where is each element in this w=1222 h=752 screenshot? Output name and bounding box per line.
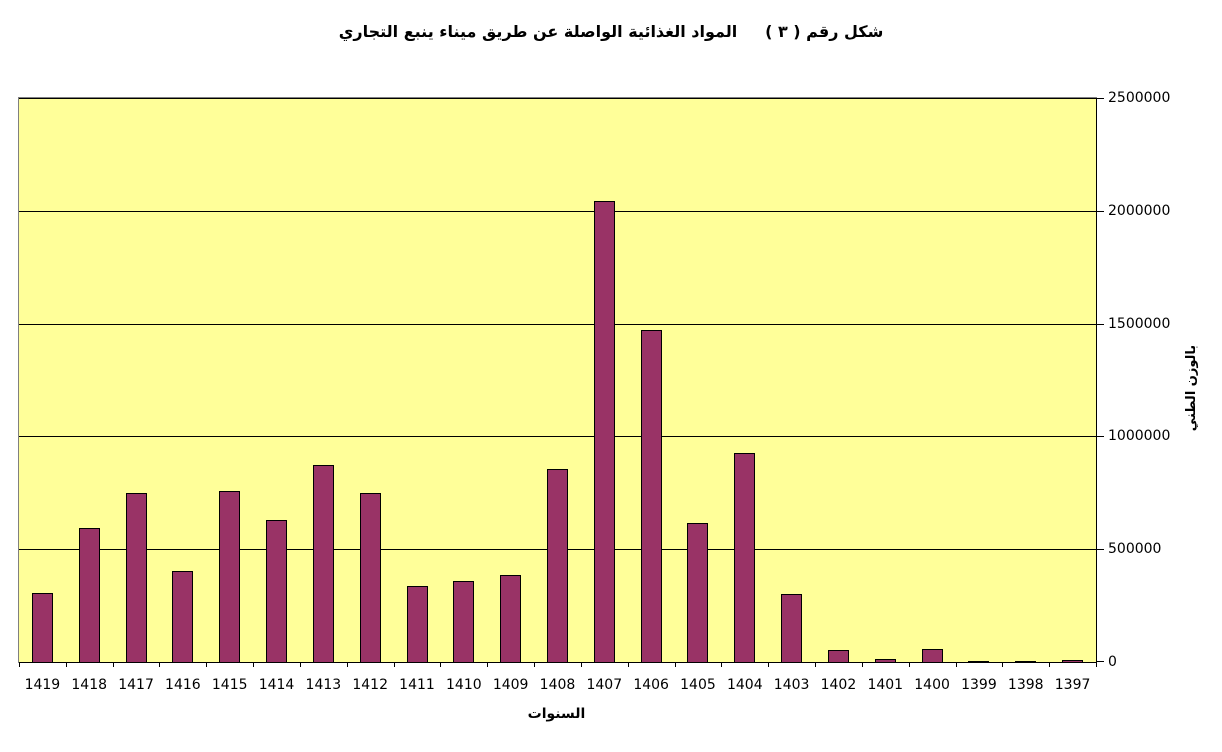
x-tick-mark — [394, 662, 395, 667]
gridline — [19, 323, 1096, 325]
y-tick-mark — [1097, 98, 1104, 99]
x-tick-mark — [300, 662, 301, 667]
gridline — [19, 436, 1096, 438]
x-tick-label: 1413 — [305, 677, 342, 693]
x-tick-mark — [862, 662, 863, 667]
y-tick-mark — [1097, 661, 1104, 662]
y-tick-label: 2500000 — [1108, 90, 1171, 106]
x-tick-mark — [909, 662, 910, 667]
gridline — [19, 210, 1096, 212]
x-tick-label: 1417 — [118, 677, 154, 693]
gridline — [19, 98, 1096, 99]
x-tick-mark — [956, 662, 957, 667]
y-tick-mark — [1097, 323, 1104, 325]
x-tick-mark — [581, 662, 582, 667]
x-tick-mark — [66, 662, 67, 667]
y-tick-label: 2000000 — [1108, 202, 1171, 219]
x-tick-mark — [1049, 662, 1050, 667]
bar-1412 — [359, 493, 381, 662]
x-tick-label: 1400 — [914, 677, 950, 693]
x-tick-mark — [113, 662, 114, 667]
x-tick-mark — [159, 662, 160, 667]
y-tick-label: 500000 — [1108, 541, 1162, 558]
x-tick-mark — [534, 662, 535, 667]
x-tick-mark — [253, 662, 254, 667]
x-tick-label: 1407 — [586, 677, 623, 693]
y-tick-mark — [1097, 210, 1104, 212]
bar-1417 — [125, 493, 147, 662]
x-tick-label: 1419 — [24, 677, 61, 693]
x-tick-label: 1401 — [867, 677, 904, 693]
x-tick-label: 1406 — [633, 677, 669, 693]
y-tick-label: 0 — [1108, 654, 1117, 670]
bar-1405 — [687, 523, 709, 662]
x-tick-label: 1411 — [399, 677, 435, 693]
x-tick-label: 1399 — [961, 677, 997, 693]
x-tick-label: 1414 — [258, 677, 295, 693]
bar-1402 — [827, 650, 849, 662]
x-tick-label: 1402 — [820, 677, 857, 693]
y-tick-mark — [1097, 549, 1104, 551]
bar-1401 — [874, 659, 896, 662]
x-tick-label: 1403 — [773, 677, 810, 693]
x-tick-mark — [815, 662, 816, 667]
x-tick-label: 1404 — [726, 677, 763, 693]
x-tick-label: 1412 — [352, 677, 388, 693]
bar-1409 — [500, 575, 522, 662]
x-tick-mark — [1096, 662, 1097, 667]
bar-1398 — [1015, 661, 1037, 662]
y-tick-label: 1500000 — [1108, 315, 1171, 332]
x-tick-label: 1410 — [446, 677, 482, 693]
x-tick-label: 1409 — [492, 677, 529, 693]
y-tick-label: 1000000 — [1108, 428, 1171, 445]
bar-1413 — [312, 465, 334, 662]
x-tick-mark — [206, 662, 207, 667]
x-tick-mark — [721, 662, 722, 667]
x-tick-mark — [1002, 662, 1003, 667]
x-tick-mark — [768, 662, 769, 667]
x-tick-label: 1416 — [165, 677, 201, 693]
y-axis-title: بالوزن الطني — [1184, 344, 1199, 432]
bar-1403 — [781, 594, 803, 662]
x-tick-mark — [628, 662, 629, 667]
bar-1406 — [640, 330, 662, 662]
chart-title: شكل رقم ( ٣ ) المواد الغذائية الواصلة عن… — [338, 22, 884, 41]
bar-1399 — [968, 661, 990, 662]
bar-1404 — [734, 453, 756, 662]
y-axis-line — [1096, 98, 1097, 663]
x-tick-mark — [440, 662, 441, 667]
x-tick-mark — [347, 662, 348, 667]
bar-1419 — [31, 593, 53, 662]
bar-1414 — [266, 520, 288, 662]
plot-area: 1419 1418 1417 1416 1415 1414 1413 1412 1411 1410… — [18, 90, 1170, 693]
bar-1400 — [921, 649, 943, 662]
bar-1411 — [406, 586, 428, 662]
x-tick-label: 1405 — [680, 677, 716, 693]
x-tick-label: 1397 — [1054, 677, 1091, 693]
bar-1408 — [547, 469, 568, 662]
x-axis-title: السنوات — [527, 706, 586, 722]
bar-1415 — [219, 491, 241, 662]
x-tick-mark — [19, 662, 20, 667]
x-tick-label: 1398 — [1007, 677, 1044, 693]
bar-1418 — [78, 528, 100, 662]
bar-1407 — [593, 201, 615, 662]
bar-1416 — [172, 571, 194, 662]
x-tick-label: 1415 — [211, 677, 248, 693]
bar-1410 — [453, 581, 475, 662]
x-tick-label: 1408 — [539, 677, 576, 693]
y-tick-mark — [1097, 436, 1104, 438]
bar-1397 — [1062, 660, 1084, 662]
x-axis-line — [19, 662, 1097, 663]
x-tick-mark — [487, 662, 488, 667]
x-tick-label: 1418 — [71, 677, 108, 693]
x-tick-mark — [675, 662, 676, 667]
